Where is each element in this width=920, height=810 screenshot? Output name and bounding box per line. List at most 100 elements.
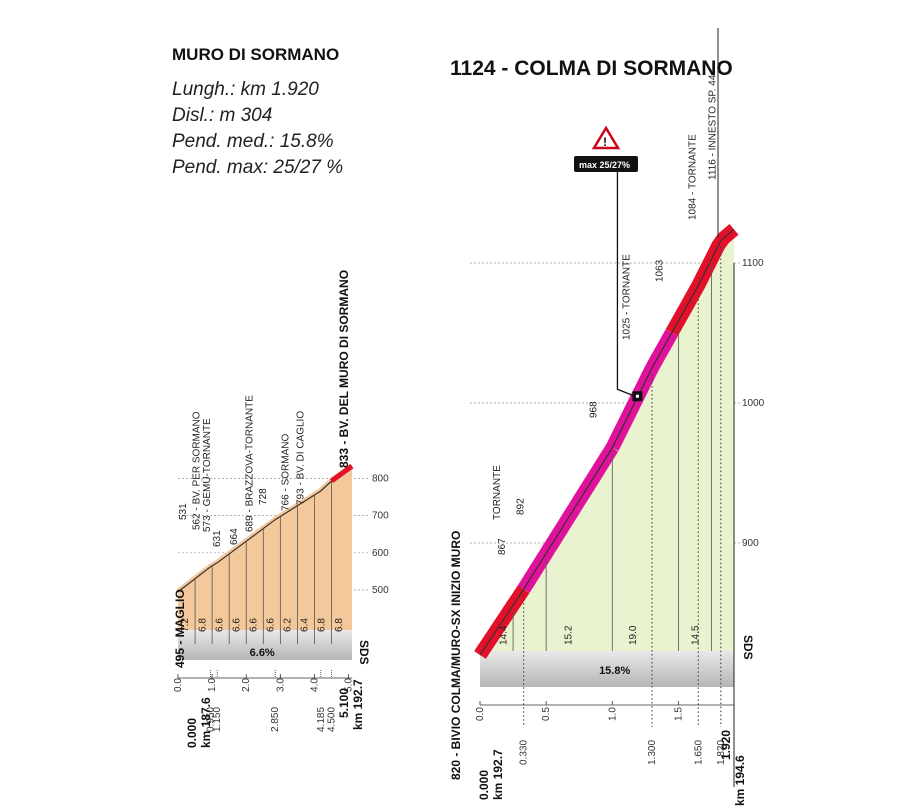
left-point-label: 766 - SORMANO xyxy=(280,434,291,511)
left-point-label: 728 xyxy=(258,488,269,505)
stat-max-grade: Pend. max: 25/27 % xyxy=(172,157,343,178)
warning-triangle-icon xyxy=(591,125,621,150)
left-y-tick-label: 700 xyxy=(372,511,389,522)
left-gradient-value: 6.8 xyxy=(317,618,328,632)
left-axis-tick-label: 2.0 xyxy=(241,678,252,692)
left-gradient-value: 6.2 xyxy=(283,618,294,632)
right-profile-chart: 14.4 15.2 19.0 14.5 15.8% 867 892 TORNANTE 968… xyxy=(449,28,765,806)
right-km-start: 0.000 xyxy=(477,770,491,800)
left-axis-tick-label: 4.0 xyxy=(309,678,320,692)
right-km-finish: 1.920 xyxy=(719,730,733,760)
left-point-labels: 531 562 - BV. PER SORMANO 573 - GEMÜ-TORNA… xyxy=(178,395,307,547)
left-point-label: 562 - BV. PER SORMANO xyxy=(192,411,203,530)
left-gradient-value: 7.2 xyxy=(180,618,191,632)
left-distance-mark-label: 1.150 xyxy=(212,707,223,732)
left-steep-segment xyxy=(330,464,354,484)
left-distance-mark-label: 0.950 xyxy=(205,707,216,732)
left-km-finish: 5.100 xyxy=(337,688,351,718)
right-start-label: 820 - BIVIO COLMA/MURO-SX INIZIO MURO xyxy=(449,531,463,780)
left-y-axis: 500 600 700 800 xyxy=(372,473,389,596)
right-y-tick-label: 900 xyxy=(742,538,759,549)
left-point-label: 631 xyxy=(212,530,223,547)
right-point-label: 1025 - TORNANTE xyxy=(622,254,633,340)
left-km-start: 0.000 xyxy=(185,718,199,748)
stat-avg-grade: Pend. med.: 15.8% xyxy=(172,131,334,152)
left-gradient-value: 6.6 xyxy=(231,618,242,632)
left-y-tick-label: 500 xyxy=(372,585,389,596)
left-axis-tick-label: 0.0 xyxy=(173,678,184,692)
left-road-band xyxy=(178,630,352,660)
right-point-label: 968 xyxy=(588,401,599,418)
right-gradient-value: 15.2 xyxy=(563,625,574,645)
right-point-labels: 867 892 TORNANTE 968 1025 - TORNANTE 1063 1084… xyxy=(492,74,719,555)
right-point-label: 892 xyxy=(516,498,527,515)
left-distance-mark-label: 2.850 xyxy=(270,707,281,732)
left-point-label: 793 - BV. DI CAGLIO xyxy=(296,411,307,505)
right-race-km-start: km 192.7 xyxy=(491,749,505,800)
right-average-gradient: 15.8% xyxy=(599,665,630,677)
left-race-km-start: km 187.6 xyxy=(199,697,213,748)
left-finish-label: 833 - BV. DEL MURO DI SORMANO xyxy=(337,270,351,468)
right-point-label: 1063 xyxy=(655,259,666,282)
right-point-label: TORNANTE xyxy=(492,465,503,520)
right-distance-mark-label: 0.330 xyxy=(519,740,530,765)
right-axis-tick-label: 0.0 xyxy=(475,707,486,721)
left-sds-label: SDS xyxy=(357,640,371,665)
left-gradient-labels: 7.2 6.8 6.6 6.6 6.6 6.6 6.2 6.4 6.8 6.8 xyxy=(180,618,345,632)
right-race-km-finish: km 194.6 xyxy=(733,755,747,806)
left-gradient-value: 6.4 xyxy=(300,618,311,632)
left-y-tick-label: 800 xyxy=(372,473,389,484)
left-gradient-value: 6.6 xyxy=(214,618,225,632)
left-point-label: 689 - BRAZZOVA-TORNANTE xyxy=(245,395,256,532)
header-title: MURO DI SORMANO xyxy=(172,45,339,64)
right-y-tick-label: 1100 xyxy=(742,258,764,269)
left-gradient-value: 6.8 xyxy=(334,618,345,632)
max-gradient-marker-dot xyxy=(635,394,639,398)
badge-box xyxy=(574,156,638,172)
left-gradient-value: 6.6 xyxy=(248,618,259,632)
left-gradient-value: 6.8 xyxy=(197,618,208,632)
right-y-axis: 900 1000 1100 xyxy=(742,258,765,549)
right-distance-mark-label: 1.650 xyxy=(693,740,704,765)
right-profile-edge xyxy=(479,228,735,656)
warning-exclamation-icon: ! xyxy=(603,135,607,149)
left-start-label: 495 - MAGLIO xyxy=(173,589,187,668)
stat-climb: Disl.: m 304 xyxy=(172,105,272,126)
right-axis-tick-label: 0.5 xyxy=(541,707,552,721)
stat-length: Lungh.: km 1.920 xyxy=(172,79,319,100)
right-distance-drops xyxy=(512,246,722,727)
left-profile-chart: 7.2 6.8 6.6 6.6 6.6 6.6 6.2 6.4 6.8 6.8 6.6% 531 5… xyxy=(173,270,389,748)
left-point-label: 664 xyxy=(229,528,240,545)
right-y-tick-label: 1000 xyxy=(742,398,765,409)
left-axis-tick-label: 1.0 xyxy=(207,678,218,692)
right-point-label: 1116 - INNESTO SP. 44 xyxy=(708,74,719,180)
right-point-label: 1084 - TORNANTE xyxy=(688,134,699,220)
left-point-label: 531 xyxy=(178,503,189,520)
max-gradient-badge: max 25/27%! xyxy=(574,125,643,402)
left-y-tick-label: 600 xyxy=(372,548,389,559)
right-distance-mark-label: 1.300 xyxy=(647,740,658,765)
left-axis-tick-label: 5.0 xyxy=(344,678,355,692)
right-gradient-value: 14.4 xyxy=(498,625,509,645)
left-race-km-finish: km 192.7 xyxy=(351,679,365,730)
left-distance-mark-label: 4.500 xyxy=(327,707,338,732)
left-gradient-value: 6.6 xyxy=(266,618,277,632)
right-point-label: 867 xyxy=(497,538,508,555)
right-axis-tick-label: 1.5 xyxy=(673,707,684,721)
right-gradient-value: 19.0 xyxy=(628,625,639,645)
left-axis-tick-label: 3.0 xyxy=(275,678,286,692)
right-gradient-labels: 14.4 15.2 19.0 14.5 xyxy=(498,625,701,645)
left-point-label: 573 - GEMÜ-TORNANTE xyxy=(201,418,213,532)
summit-title: 1124 - COLMA DI SORMANO xyxy=(450,57,733,80)
left-profile-area xyxy=(178,466,352,630)
left-average-gradient: 6.6% xyxy=(250,647,275,659)
right-road-band xyxy=(480,651,734,687)
right-sds-label: SDS xyxy=(741,635,755,660)
left-distance-drops xyxy=(194,481,332,644)
right-axis-tick-label: 1.0 xyxy=(607,707,618,721)
left-profile-edge xyxy=(177,465,353,593)
left-distance-mark-label: 4.185 xyxy=(316,707,327,732)
badge-text: max 25/27% xyxy=(579,160,630,170)
